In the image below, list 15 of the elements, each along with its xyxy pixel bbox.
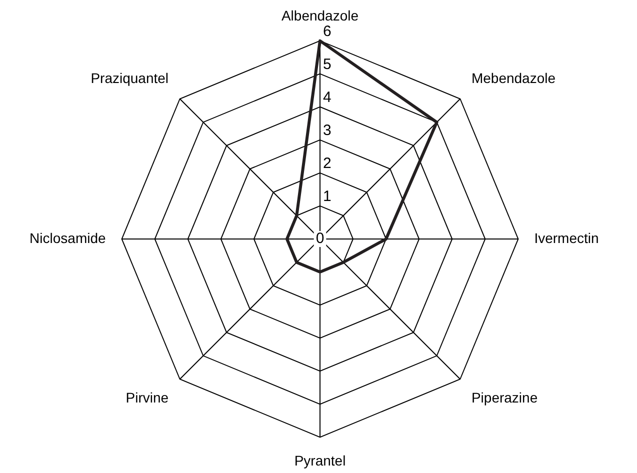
spoke-label: Albendazole [281,7,359,24]
spoke-label: Niclosamide [30,230,106,246]
y-tick-label: 3 [323,122,332,140]
spoke-label: Ivermectin [534,230,599,246]
spoke-label: Piperazine [471,390,538,406]
y-tick-label: 0 [316,230,324,248]
spoke-label: Pirvine [126,390,169,406]
y-tick-label: 4 [323,89,332,106]
spoke-label: Pyrantel [294,452,346,468]
y-tick-label: 6 [323,22,332,40]
spoke-label: Praziquantel [90,70,169,86]
spoke-label: Mebendazole [471,70,556,86]
y-tick-label: 1 [323,188,332,206]
y-tick-label: 5 [323,56,332,73]
y-tick-label: 2 [323,155,332,172]
